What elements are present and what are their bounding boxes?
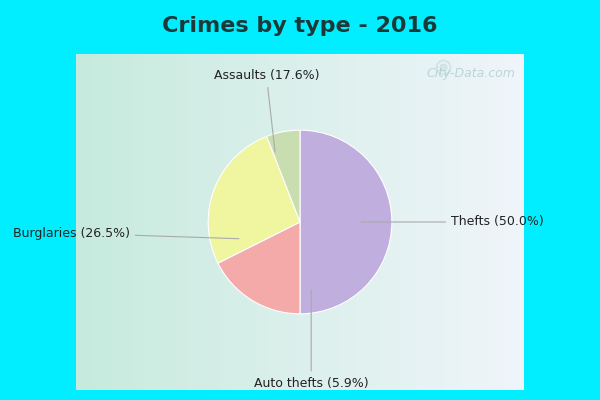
Text: Assaults (17.6%): Assaults (17.6%) (214, 69, 319, 152)
Wedge shape (300, 130, 392, 314)
Wedge shape (208, 136, 300, 263)
Wedge shape (267, 130, 300, 222)
Text: Auto thefts (5.9%): Auto thefts (5.9%) (254, 290, 368, 390)
Text: Crimes by type - 2016: Crimes by type - 2016 (162, 16, 438, 36)
Wedge shape (218, 222, 300, 314)
Text: Thefts (50.0%): Thefts (50.0%) (361, 216, 544, 228)
Text: City-Data.com: City-Data.com (426, 68, 515, 80)
Text: Burglaries (26.5%): Burglaries (26.5%) (13, 227, 239, 240)
